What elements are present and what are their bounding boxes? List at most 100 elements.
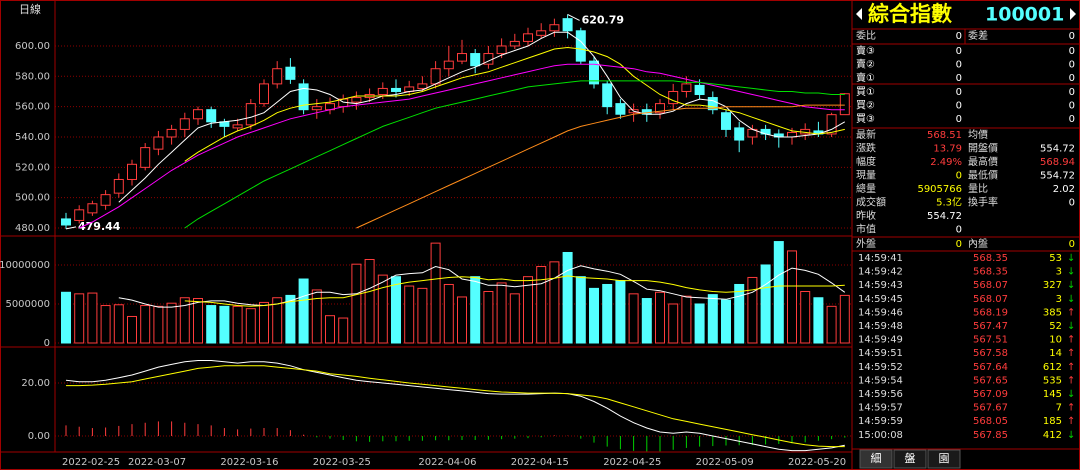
- quote-label: 最新: [856, 128, 876, 141]
- indicator-line: [118, 265, 846, 308]
- volume-bar: [760, 264, 771, 344]
- tab-label[interactable]: 盤: [905, 452, 916, 465]
- book-volume: 0: [1069, 60, 1075, 71]
- volume-bar: [259, 301, 269, 344]
- indicator-line: [78, 63, 845, 229]
- quote-value: 0: [956, 31, 962, 42]
- volume-bar: [615, 280, 626, 344]
- candle-body: [100, 194, 111, 206]
- quote-value: 2.49%: [930, 157, 962, 168]
- volume-bar: [206, 305, 217, 344]
- volume-bar: [655, 291, 665, 344]
- volume-bar: [193, 298, 203, 344]
- y-tick-label: 0.00: [28, 431, 50, 442]
- volume-bar: [747, 276, 758, 344]
- tick-volume: 327: [1043, 280, 1062, 291]
- quote-label: 內盤: [968, 237, 988, 250]
- x-tick-label: 2022-05-09: [696, 457, 754, 468]
- volume-bar: [443, 283, 454, 344]
- candle-body: [681, 83, 692, 92]
- x-tick-label: 2022-05-20: [788, 457, 846, 468]
- x-tick-label: 2022-02-25: [62, 457, 120, 468]
- candle-body: [523, 33, 533, 42]
- y-tick-label: 600.00: [15, 41, 50, 52]
- quote-code: 100001: [985, 4, 1064, 26]
- tick-price: 568.07: [973, 294, 1008, 305]
- book-price: 0: [956, 101, 962, 112]
- quote-label: 幅度: [856, 155, 876, 168]
- book-volume: 0: [1069, 87, 1075, 98]
- candle-body: [668, 90, 679, 105]
- volume-bar: [787, 250, 797, 344]
- tick-volume: 53: [1049, 253, 1062, 264]
- tick-price: 568.35: [973, 253, 1008, 264]
- volume-bar: [641, 298, 652, 344]
- y-tick-label: 580.00: [15, 71, 50, 82]
- quote-label: 換手率: [968, 196, 998, 209]
- volume-bar: [721, 299, 731, 344]
- period-label: 日線: [19, 2, 41, 16]
- tab-label[interactable]: 細: [871, 452, 882, 465]
- y-tick-label: 480.00: [15, 223, 50, 234]
- quote-value: 5.3亿: [936, 196, 962, 209]
- tick-price: 568.35: [973, 267, 1008, 278]
- tick-time: 15:00:08: [858, 430, 903, 441]
- tick-direction: ↓: [1067, 389, 1075, 400]
- tab-label[interactable]: 園: [939, 452, 950, 465]
- x-tick-label: 2022-03-07: [128, 457, 186, 468]
- tick-direction: ↓: [1067, 294, 1075, 305]
- volume-bar: [311, 289, 322, 344]
- book-label: 買③: [856, 113, 875, 125]
- quote-value: 13.79: [933, 144, 962, 155]
- tab[interactable]: [927, 449, 961, 469]
- volume-bar: [179, 297, 190, 344]
- next-arrow[interactable]: [1070, 8, 1076, 20]
- candle-body: [259, 83, 269, 105]
- y-tick-label: 540.00: [15, 132, 50, 143]
- y-tick-label: 560.00: [15, 102, 50, 113]
- tick-direction: ↑: [1067, 403, 1075, 414]
- candle-body: [707, 97, 718, 111]
- volume-bar: [826, 305, 837, 344]
- book-volume: 0: [1069, 114, 1075, 125]
- quote-label: 漲跌: [856, 142, 876, 155]
- candle-body: [655, 103, 665, 114]
- tick-direction: ↑: [1067, 362, 1075, 373]
- quote-value: 0: [956, 171, 962, 182]
- candle-body: [575, 30, 586, 62]
- tick-time: 14:59:49: [858, 335, 903, 346]
- candle-body: [87, 203, 98, 214]
- y-tick-label: 10000000: [0, 260, 50, 271]
- volume-bar: [668, 303, 679, 344]
- volume-bar: [417, 287, 428, 344]
- tab[interactable]: [893, 449, 927, 469]
- volume-bar: [536, 266, 547, 344]
- candle-body: [206, 109, 217, 123]
- indicator-line: [184, 80, 845, 229]
- x-tick-label: 2022-04-06: [418, 457, 476, 468]
- book-price: 0: [956, 46, 962, 57]
- tick-price: 568.05: [973, 416, 1008, 427]
- y-tick-label: 5000000: [5, 299, 50, 310]
- prev-arrow[interactable]: [856, 8, 862, 20]
- tick-direction: ↓: [1067, 280, 1075, 291]
- volume-bar: [681, 295, 692, 344]
- volume-bar: [325, 315, 335, 344]
- annotation-leader: [567, 13, 580, 21]
- volume-bar: [800, 291, 811, 344]
- quote-label: 市值: [856, 223, 876, 236]
- candle-body: [166, 128, 177, 138]
- candle-body: [734, 127, 745, 141]
- indicator-line: [65, 360, 845, 452]
- candle-body: [562, 18, 573, 32]
- x-tick-label: 2022-03-25: [313, 457, 371, 468]
- tick-time: 14:59:45: [858, 294, 903, 305]
- quote-value: 0: [1069, 31, 1075, 42]
- tick-volume: 612: [1043, 362, 1062, 373]
- volume-bar: [509, 293, 520, 344]
- y-tick-label: 0: [44, 338, 50, 349]
- candle-body: [589, 60, 599, 85]
- volume-bar: [430, 242, 441, 344]
- volume-bar: [813, 297, 824, 344]
- tab[interactable]: [859, 449, 893, 469]
